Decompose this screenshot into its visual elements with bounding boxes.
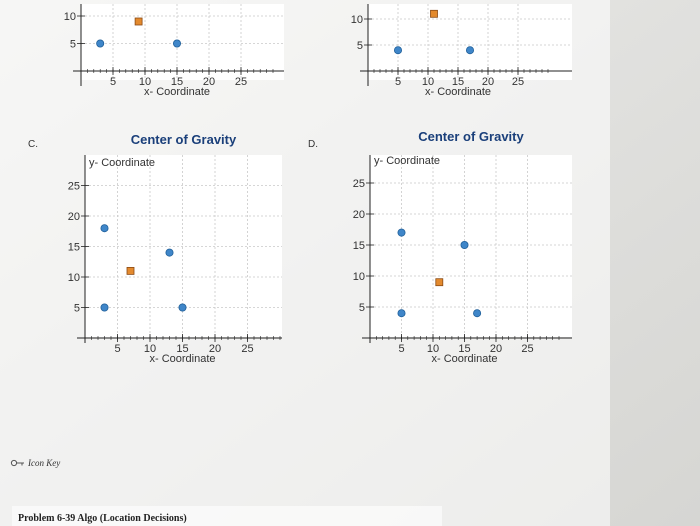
x-tick-label: 10	[427, 343, 439, 355]
y-tick-label: 20	[353, 209, 365, 221]
y-tick-label: 15	[353, 240, 365, 252]
option-label-c: C.	[28, 139, 38, 150]
center-of-gravity-point	[126, 266, 135, 275]
circle-point	[100, 303, 109, 312]
x-tick-label: 25	[521, 343, 533, 355]
circle-point	[165, 248, 174, 257]
circle-point	[465, 46, 474, 55]
chart-title: Center of Gravity	[418, 129, 524, 144]
center-of-gravity-point	[430, 9, 438, 18]
x-tick-label: 10	[422, 76, 434, 88]
x-tick-label: 15	[458, 343, 470, 355]
circle-point	[96, 39, 105, 48]
y-axis-label: y- Coordinate	[374, 155, 440, 167]
y-tick-label: 10	[68, 272, 80, 284]
y-tick-label: 10	[351, 14, 363, 26]
y-tick-label: 15	[68, 242, 80, 254]
x-tick-label: 25	[512, 76, 524, 88]
circle-point	[178, 303, 187, 312]
x-tick-label: 20	[490, 343, 502, 355]
circle-point	[397, 228, 406, 237]
plot-area	[81, 4, 284, 80]
x-tick-label: 20	[209, 343, 221, 355]
scatter-plot-c: 5 10 15 20 25 5 10 15 20 25 x- Coordinate y- Coordi…	[68, 132, 282, 365]
chart-title: Center of Gravity	[131, 132, 237, 147]
circle-point	[393, 46, 402, 55]
center-of-gravity-point	[134, 17, 143, 26]
x-tick-label: 10	[139, 76, 151, 88]
x-axis-label: x- Coordinate	[149, 353, 215, 365]
x-tick-label: 5	[110, 76, 116, 88]
y-tick-label: 5	[359, 302, 365, 314]
x-tick-label: 25	[235, 76, 247, 88]
center-of-gravity-point	[435, 278, 444, 287]
key-icon	[10, 459, 24, 467]
x-tick-label: 20	[203, 76, 215, 88]
x-tick-label: 15	[452, 76, 464, 88]
scatter-plot-d: 5 10 15 20 25 5 10 15 20 25 x- Coordinate y- Coordi…	[353, 129, 572, 365]
x-tick-label: 20	[482, 76, 494, 88]
y-axis-label: y- Coordinate	[89, 157, 155, 169]
plot-area	[368, 4, 572, 80]
icon-key[interactable]: Icon Key	[10, 458, 60, 468]
circle-point	[460, 240, 469, 249]
y-tick-label: 10	[64, 11, 76, 23]
x-axis-label: x- Coordinate	[425, 86, 491, 98]
y-tick-label: 20	[68, 211, 80, 223]
circle-point	[172, 39, 181, 48]
x-tick-label: 15	[176, 343, 188, 355]
y-tick-label: 10	[353, 271, 365, 283]
x-tick-label: 5	[395, 76, 401, 88]
x-axis-label: x- Coordinate	[431, 353, 497, 365]
x-tick-label: 25	[241, 343, 253, 355]
x-tick-label: 5	[114, 343, 120, 355]
icon-key-label: Icon Key	[27, 458, 60, 468]
circle-point	[397, 309, 406, 318]
circle-point	[473, 309, 482, 318]
x-tick-label: 5	[398, 343, 404, 355]
y-tick-label: 25	[68, 181, 80, 193]
circle-point	[100, 224, 109, 233]
y-tick-label: 5	[70, 39, 76, 51]
problem-title: Problem 6-39 Algo (Location Decisions)	[18, 513, 187, 524]
x-axis-label: x- Coordinate	[144, 86, 210, 98]
x-tick-label: 10	[144, 343, 156, 355]
y-tick-label: 25	[353, 178, 365, 190]
option-label-d: D.	[308, 139, 318, 150]
y-tick-label: 5	[357, 40, 363, 52]
x-tick-label: 15	[171, 76, 183, 88]
y-tick-label: 5	[74, 303, 80, 315]
